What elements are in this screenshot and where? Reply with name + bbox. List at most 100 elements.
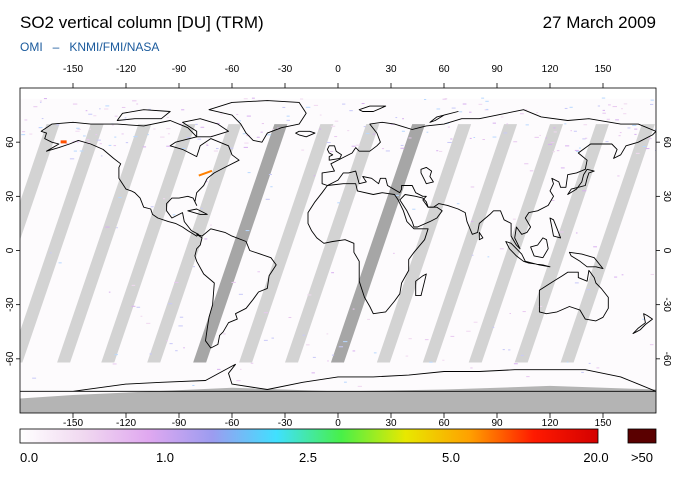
so2-speck [213, 150, 218, 152]
so2-speck [282, 106, 286, 108]
so2-speck [261, 123, 264, 125]
so2-speck [86, 141, 91, 143]
lon-label-top: 30 [385, 64, 397, 75]
so2-speck [538, 305, 543, 307]
coast-new-zealand [632, 313, 653, 335]
polar-no-data [20, 88, 656, 413]
so2-speck [365, 133, 370, 135]
so2-speck [263, 339, 268, 341]
so2-speck [244, 142, 249, 144]
so2-speck [56, 124, 60, 126]
so2-speck [632, 124, 637, 126]
so2-speck [271, 337, 275, 339]
coast-iceland [295, 130, 316, 138]
so2-speck [131, 305, 136, 307]
so2-speck [326, 333, 329, 335]
so2-speck [277, 127, 280, 129]
so2-speck [405, 355, 409, 357]
so2-speck [243, 146, 248, 148]
so2-speck [574, 282, 579, 284]
so2-speck [424, 339, 429, 341]
so2-speck [307, 294, 312, 296]
so2-speck [247, 172, 251, 174]
so2-speck [116, 227, 118, 229]
so2-speck [215, 148, 219, 150]
so2-speck [593, 246, 597, 248]
so2-speck [586, 289, 591, 291]
so2-speck [108, 144, 112, 146]
so2-speck [174, 281, 179, 283]
so2-speck [513, 363, 518, 365]
so2-speck [313, 175, 316, 177]
so2-speck [547, 143, 553, 145]
so2-speck [326, 142, 331, 144]
so2-speck [436, 150, 439, 152]
so2-speck [331, 354, 335, 356]
arctic-strip [20, 88, 656, 99]
so2-speck [352, 350, 356, 352]
so2-speck [485, 100, 489, 102]
so2-speck [545, 137, 548, 139]
so2-speck [200, 126, 205, 128]
so2-speck [168, 303, 173, 305]
lon-label-top: 150 [595, 64, 612, 75]
so2-speck [450, 138, 453, 140]
orbit-gap-swath [101, 124, 196, 363]
so2-speck [288, 316, 292, 318]
lon-label-top: -120 [116, 64, 136, 75]
so2-speck [582, 190, 587, 192]
so2-speck [96, 139, 101, 141]
so2-speck [337, 202, 341, 204]
coast-svalbard [358, 105, 387, 112]
so2-speck [500, 116, 504, 118]
so2-speck [146, 322, 151, 324]
so2-speck [654, 129, 656, 131]
so2-speck [556, 150, 560, 152]
so2-speck [343, 341, 348, 343]
so2-speck [553, 127, 556, 129]
so2-speck [210, 224, 212, 226]
so2-speck [550, 141, 555, 143]
lat-label-left: 0 [5, 247, 16, 253]
so2-speck [429, 361, 433, 363]
so2-speck [402, 118, 405, 120]
so2-speck [39, 101, 42, 103]
so2-speck [132, 100, 137, 102]
so2-speck [529, 170, 534, 172]
colorbar-overflow-label: >50 [631, 450, 653, 465]
coast-antarctica [20, 363, 656, 392]
so2-speck [570, 130, 572, 132]
so2-speck [114, 354, 118, 356]
so2-speck [623, 113, 627, 115]
so2-speck [334, 136, 338, 138]
lat-label-right: -30 [661, 297, 672, 312]
so2-speck [503, 132, 508, 134]
colorbar-tick-label: 20.0 [583, 450, 608, 465]
so2-speck [58, 262, 62, 264]
so2-speck [566, 361, 569, 363]
so2-speck [621, 274, 624, 276]
so2-speck [246, 115, 251, 117]
so2-speck [131, 284, 136, 286]
coast-madagascar [415, 273, 427, 297]
so2-speck [620, 108, 623, 110]
so2-speck [245, 230, 250, 232]
so2-speck [381, 148, 385, 150]
so2-speck [150, 206, 154, 208]
lat-label-right: 0 [661, 248, 672, 254]
so2-speck [351, 145, 356, 147]
so2-speck [574, 149, 579, 151]
so2-speck [43, 98, 47, 100]
so2-speck [486, 108, 489, 110]
so2-speck [361, 103, 365, 105]
lat-label-right: -60 [661, 352, 672, 367]
so2-speck [256, 136, 260, 138]
so2-speck [578, 147, 581, 149]
coast-caspian [420, 166, 434, 185]
so2-speck [311, 372, 315, 374]
so2-speck [260, 131, 263, 133]
so2-speck [524, 109, 528, 111]
so2-speck [33, 106, 38, 108]
so2-speck [236, 380, 241, 382]
so2-speck [93, 115, 97, 117]
